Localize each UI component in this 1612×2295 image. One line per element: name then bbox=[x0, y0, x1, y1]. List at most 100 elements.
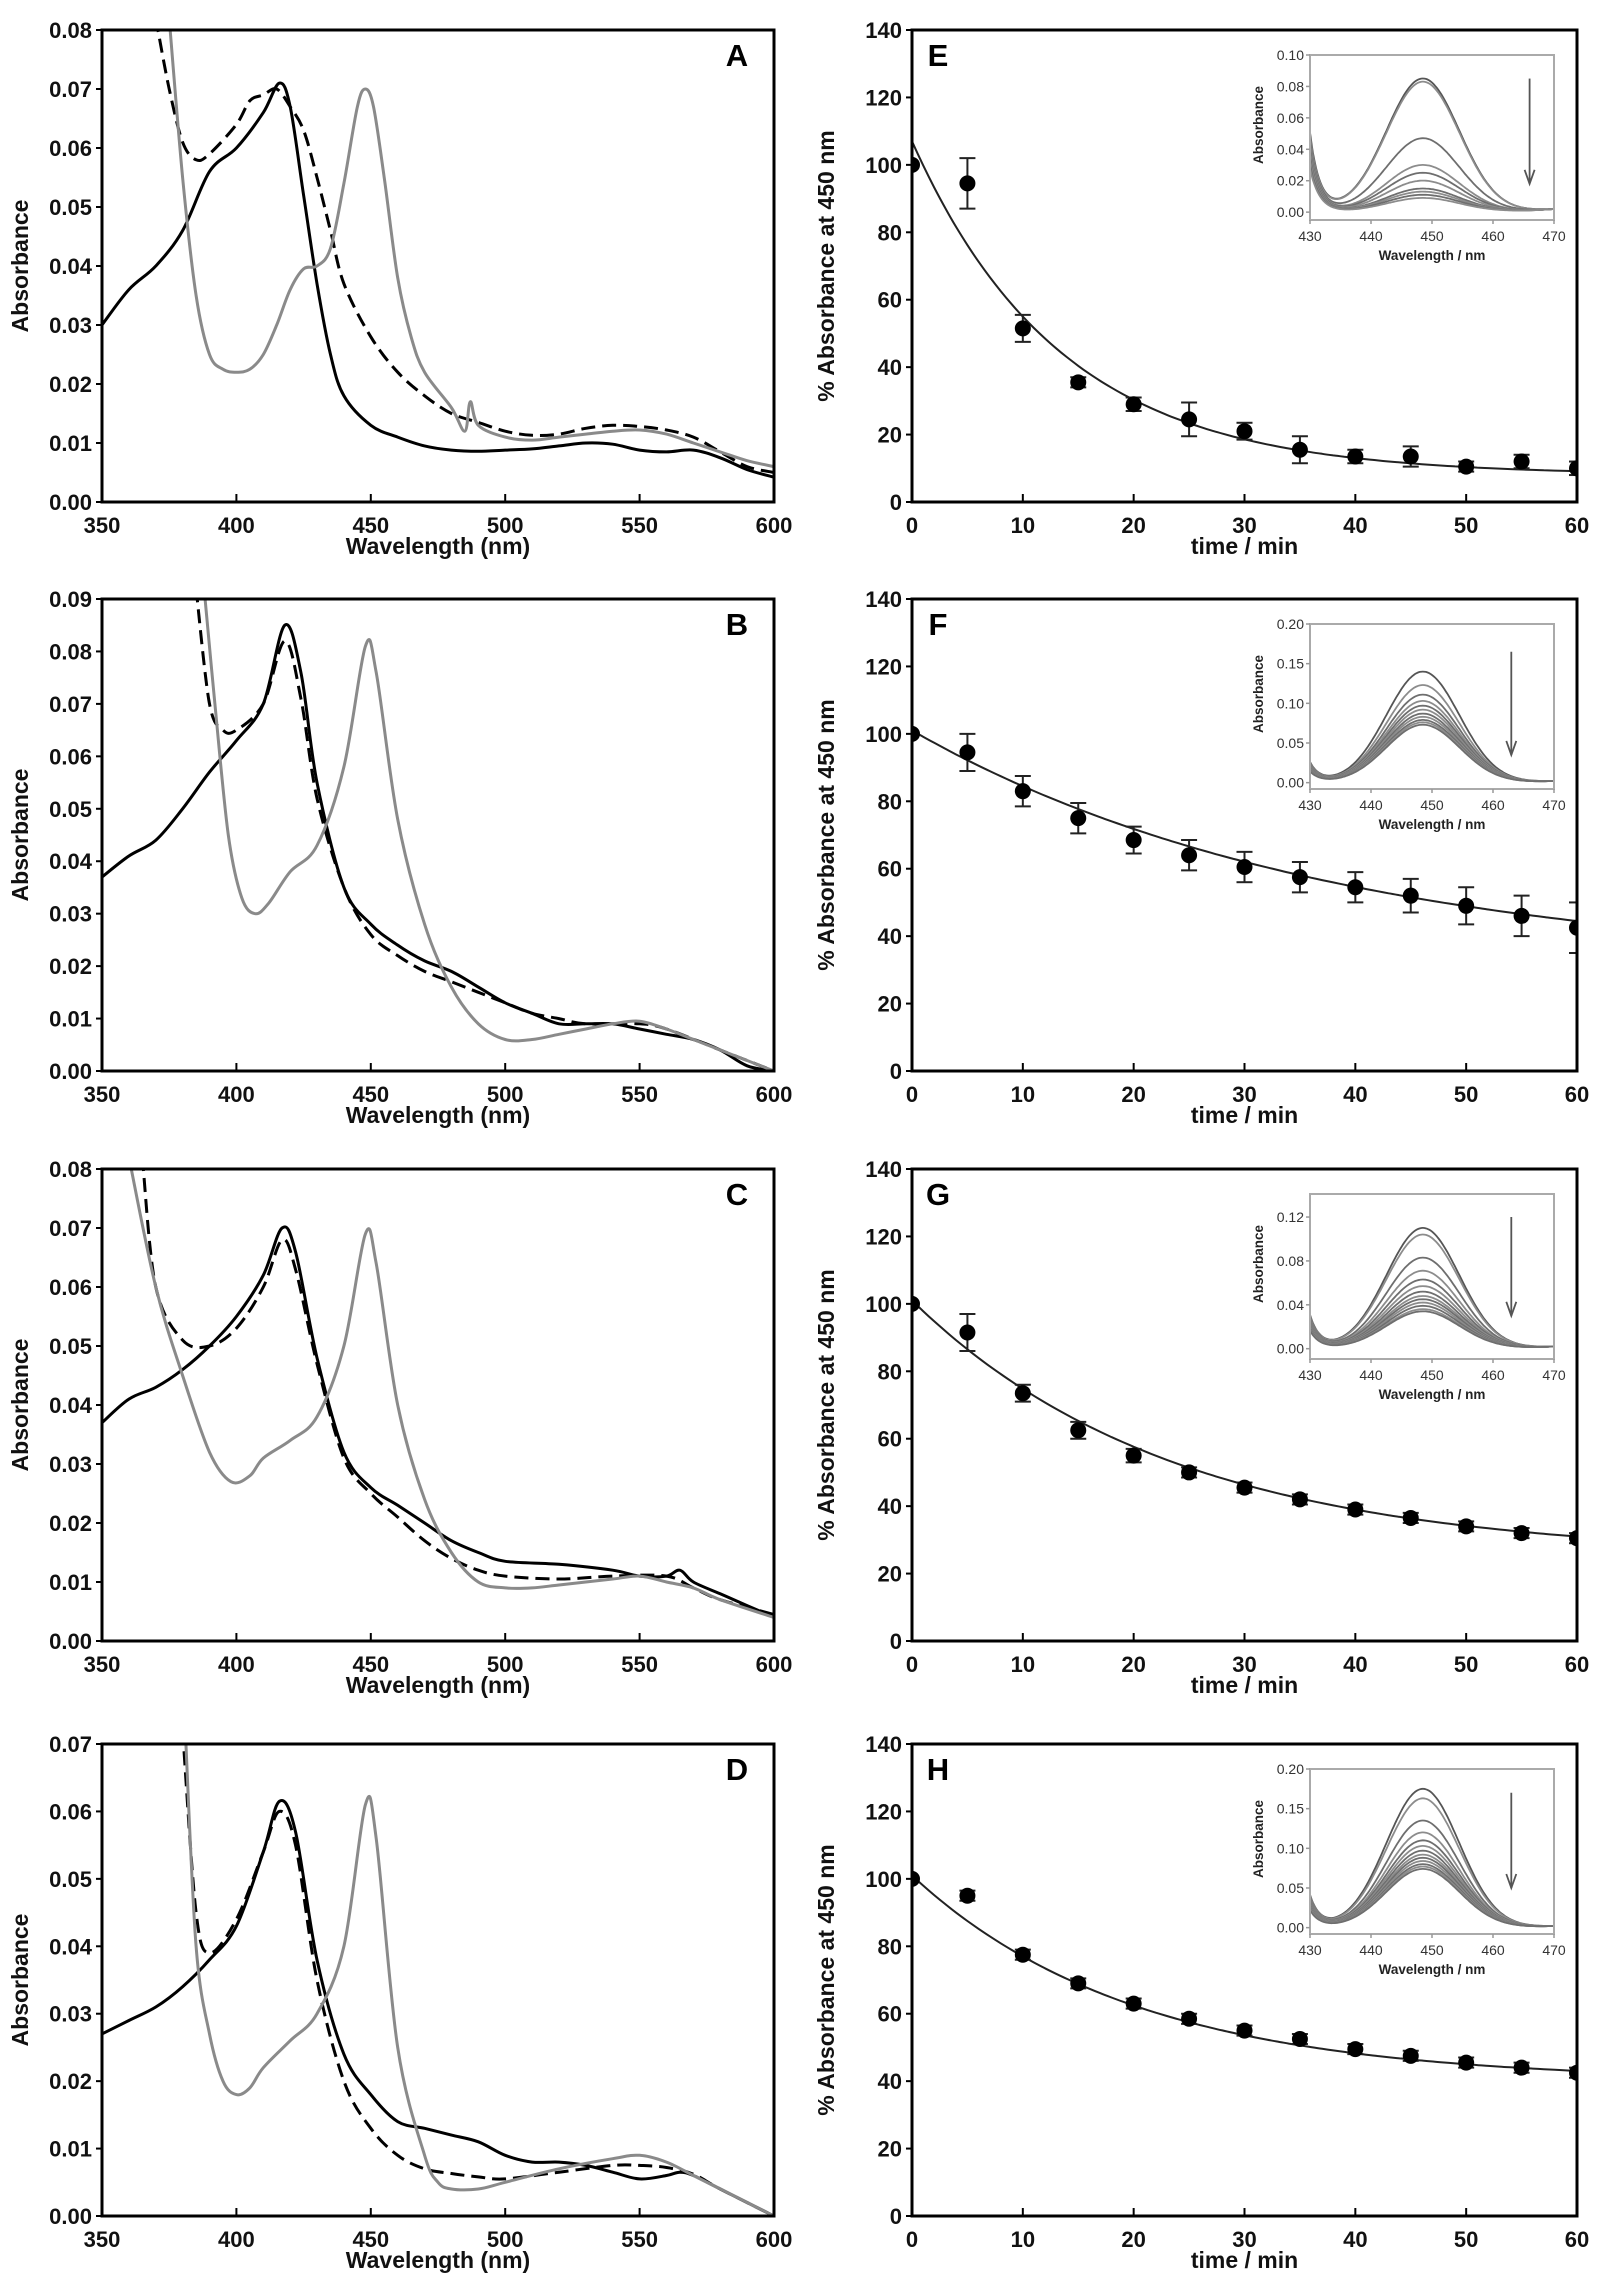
plot-frame bbox=[910, 1167, 1579, 1643]
inset-spectrum bbox=[1310, 137, 1554, 211]
x-tick-label: 0 bbox=[906, 513, 918, 538]
y-tick-label: 80 bbox=[878, 789, 902, 814]
spectrum-line-3 bbox=[129, 1169, 774, 1619]
data-point bbox=[1513, 2059, 1530, 2076]
x-tick-label: 550 bbox=[621, 2227, 658, 2252]
data-point bbox=[1181, 1464, 1198, 1481]
inset-y-tick-label: 0.06 bbox=[1277, 110, 1304, 126]
x-tick-label: 20 bbox=[1121, 1082, 1145, 1107]
y-tick-label: 0.06 bbox=[49, 1275, 92, 1300]
y-tick-label: 80 bbox=[878, 1934, 902, 1959]
inset-x-tick-label: 430 bbox=[1298, 797, 1322, 813]
plot-frame bbox=[100, 1742, 776, 2218]
data-point bbox=[1513, 1525, 1530, 1542]
x-tick-label: 10 bbox=[1011, 1652, 1035, 1677]
x-tick-label: 60 bbox=[1565, 1082, 1589, 1107]
data-point bbox=[1402, 887, 1419, 904]
plot-area bbox=[102, 599, 774, 1071]
y-tick-label: 0.07 bbox=[49, 77, 92, 102]
data-point bbox=[1347, 2041, 1364, 2058]
y-tick-label: 0 bbox=[890, 2204, 902, 2229]
data-point bbox=[1070, 1422, 1087, 1439]
inset-chart: 0.00 0.02 0.04 0.06 0.08 0.10 430 440 450 460 470 W… bbox=[1251, 47, 1566, 263]
y-tick-label: 60 bbox=[878, 288, 902, 313]
y-tick-label: 120 bbox=[865, 654, 902, 679]
data-point bbox=[1458, 897, 1475, 914]
inset-spectrum bbox=[1310, 1310, 1554, 1348]
inset-spectrum bbox=[1310, 1797, 1554, 1927]
data-point bbox=[1125, 832, 1142, 849]
y-tick-label: 140 bbox=[865, 587, 902, 612]
inset-x-tick-label: 430 bbox=[1298, 1942, 1322, 1958]
x-tick-label: 40 bbox=[1343, 1652, 1367, 1677]
data-point bbox=[959, 1324, 976, 1341]
y-tick-label: 100 bbox=[865, 1867, 902, 1892]
arrow-head-icon bbox=[1505, 1873, 1518, 1891]
x-tick-label: 50 bbox=[1454, 1652, 1478, 1677]
y-tick-label: 0.07 bbox=[49, 692, 92, 717]
x-tick-label: 30 bbox=[1232, 1082, 1256, 1107]
data-point bbox=[1014, 1946, 1031, 1963]
y-axis-title: % Absorbance at 450 nm bbox=[813, 1269, 839, 1540]
y-tick-label: 0.05 bbox=[49, 1334, 92, 1359]
plot-frame bbox=[910, 597, 1579, 1073]
x-tick-label: 10 bbox=[1011, 513, 1035, 538]
x-tick-label: 450 bbox=[352, 1082, 389, 1107]
data-point bbox=[912, 156, 920, 173]
plot-area bbox=[912, 725, 1577, 954]
y-tick-label: 0.02 bbox=[49, 1511, 92, 1536]
x-tick-label: 20 bbox=[1121, 2227, 1145, 2252]
inset-y-tick-label: 0.02 bbox=[1277, 173, 1304, 189]
y-tick-label: 140 bbox=[865, 1157, 902, 1182]
y-tick-label: 0.02 bbox=[49, 2069, 92, 2094]
data-point bbox=[1569, 919, 1577, 936]
panel-g: 0 20 40 60 80 100 120 140 0 10 20 30 40 50 60 time / mi… bbox=[813, 1157, 1589, 1698]
y-tick-label: 0.05 bbox=[49, 1867, 92, 1892]
data-point bbox=[1181, 847, 1198, 864]
x-tick-label: 400 bbox=[218, 2227, 255, 2252]
x-tick-label: 30 bbox=[1232, 1652, 1256, 1677]
y-tick-label: 0.06 bbox=[49, 1799, 92, 1824]
data-point bbox=[1236, 2022, 1253, 2039]
y-tick-label: 0.08 bbox=[49, 18, 92, 43]
inset-x-tick-label: 470 bbox=[1542, 1942, 1566, 1958]
inset-y-tick-label: 0.20 bbox=[1277, 616, 1304, 632]
inset-y-tick-label: 0.00 bbox=[1277, 775, 1304, 791]
x-tick-label: 50 bbox=[1454, 2227, 1478, 2252]
panel-letter: F bbox=[929, 607, 948, 642]
y-tick-label: 120 bbox=[865, 1224, 902, 1249]
spectrum-line-2 bbox=[195, 599, 774, 1071]
y-tick-label: 0.03 bbox=[49, 902, 92, 927]
data-point bbox=[1014, 783, 1031, 800]
data-point bbox=[1347, 879, 1364, 896]
x-axis-title: Wavelength (nm) bbox=[346, 533, 530, 559]
panel-letter: E bbox=[928, 38, 949, 73]
inset-x-tick-label: 440 bbox=[1359, 228, 1383, 244]
inset-spectrum bbox=[1310, 723, 1554, 783]
inset-spectrum bbox=[1310, 168, 1554, 212]
data-point bbox=[1569, 1530, 1577, 1547]
y-tick-label: 20 bbox=[878, 423, 902, 448]
y-tick-label: 0 bbox=[890, 1059, 902, 1084]
inset-y-axis-title: Absorbance bbox=[1251, 655, 1266, 734]
inset-spectra bbox=[1310, 1226, 1554, 1348]
y-tick-label: 60 bbox=[878, 1427, 902, 1452]
data-point bbox=[1291, 2031, 1308, 2047]
y-tick-label: 100 bbox=[865, 722, 902, 747]
inset-y-tick-label: 0.05 bbox=[1277, 1880, 1304, 1896]
x-axis-title: time / min bbox=[1191, 1672, 1298, 1698]
y-tick-label: 0.07 bbox=[49, 1732, 92, 1757]
x-tick-label: 600 bbox=[756, 1082, 793, 1107]
inset-spectrum bbox=[1310, 684, 1554, 782]
arrow-head-icon bbox=[1505, 1301, 1518, 1319]
panel-d: 0.00 0.01 0.02 0.03 0.04 0.05 0.06 0.07 350 400 45… bbox=[7, 1732, 792, 2273]
data-point bbox=[1458, 2054, 1475, 2071]
inset-x-tick-label: 470 bbox=[1542, 228, 1566, 244]
x-axis-title: time / min bbox=[1191, 533, 1298, 559]
y-tick-label: 40 bbox=[878, 355, 902, 380]
inset-spectrum bbox=[1310, 148, 1554, 211]
spectrum-line-2 bbox=[182, 1744, 774, 2216]
x-tick-label: 0 bbox=[906, 1082, 918, 1107]
inset-x-tick-label: 450 bbox=[1420, 228, 1444, 244]
